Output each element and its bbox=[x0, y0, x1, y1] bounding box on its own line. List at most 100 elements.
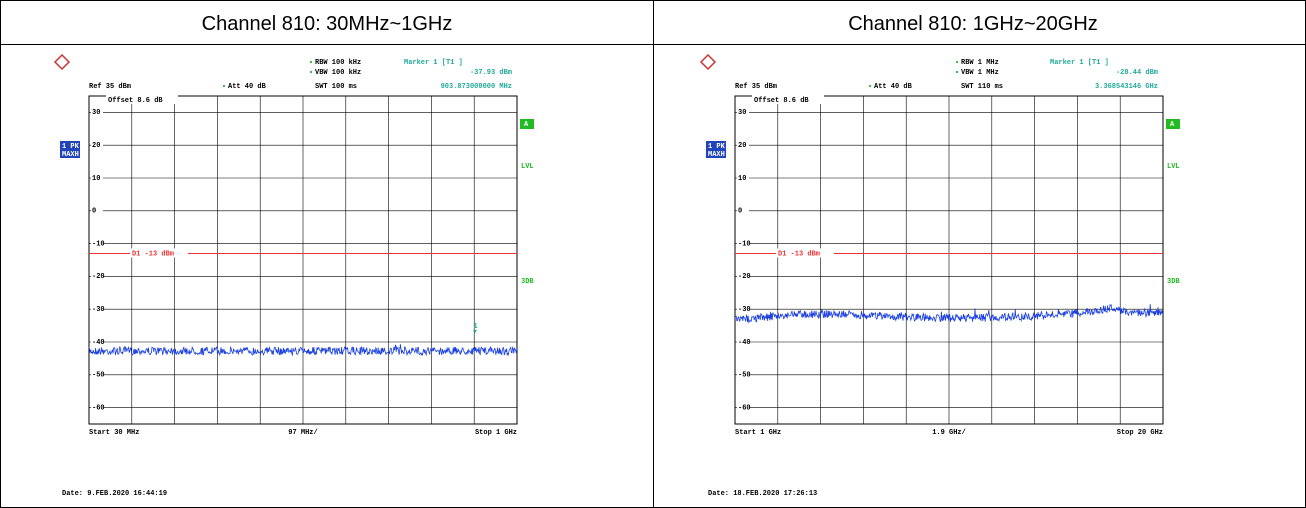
span: 97 MHz/ bbox=[288, 429, 317, 437]
attenuation: Att 40 dB bbox=[874, 83, 913, 91]
tick-bg bbox=[91, 370, 103, 379]
marker-title: Marker 1 [T1 ] bbox=[1050, 59, 1109, 67]
trace-label: 1 PK bbox=[708, 143, 726, 151]
start: Start 1 GHz bbox=[735, 429, 781, 437]
panel: Channel 810: 1GHz~20GHz Ref 35 dBm Att 40 … bbox=[699, 13, 1180, 498]
tick-bg bbox=[737, 305, 749, 314]
d1-label: D1 -13 dBm bbox=[132, 250, 174, 258]
bullet bbox=[310, 61, 312, 63]
start: Start 30 MHz bbox=[89, 429, 139, 437]
y-tick-label: -60 bbox=[92, 404, 105, 412]
tick-bg bbox=[91, 108, 103, 117]
bullet bbox=[956, 71, 958, 73]
stop: Stop 20 GHz bbox=[1117, 429, 1163, 437]
stop: Stop 1 GHz bbox=[475, 429, 517, 437]
y-tick-label: -30 bbox=[738, 306, 751, 314]
tick-bg bbox=[737, 403, 749, 412]
bullet bbox=[869, 85, 871, 87]
y-tick-label: 0 bbox=[738, 208, 742, 216]
y-tick-label: 20 bbox=[92, 142, 100, 150]
offset: Offset 8.6 dB bbox=[108, 97, 163, 105]
marker-freq: 903.873000000 MHz bbox=[441, 83, 512, 91]
trace bbox=[88, 344, 518, 357]
a-box bbox=[1166, 119, 1180, 129]
tick-bg bbox=[91, 174, 103, 182]
swt: SWT 110 ms bbox=[961, 83, 1003, 91]
trace-label: MAXH bbox=[708, 151, 725, 159]
marker-title: Marker 1 [T1 ] bbox=[404, 59, 463, 67]
tick-bg bbox=[737, 174, 749, 182]
trace-box bbox=[706, 141, 726, 158]
y-tick-label: -30 bbox=[92, 306, 105, 314]
tick-bg bbox=[91, 272, 103, 281]
offset: Offset 8.6 dB bbox=[754, 97, 809, 105]
attenuation: Att 40 dB bbox=[228, 83, 267, 91]
trace bbox=[734, 303, 1164, 324]
y-tick-label: -20 bbox=[738, 273, 751, 281]
tick-bg bbox=[91, 338, 103, 346]
panel-header: Channel 810: 30MHz~1GHz bbox=[202, 13, 453, 35]
tick-bg bbox=[737, 272, 749, 281]
y-tick-label: -10 bbox=[92, 240, 105, 248]
y-tick-label: -40 bbox=[738, 339, 751, 347]
tick-bg bbox=[91, 305, 103, 314]
swt: SWT 100 ms bbox=[315, 83, 357, 91]
tick-bg bbox=[91, 141, 103, 150]
vbw: VBW 100 kHz bbox=[315, 69, 361, 77]
side-label: A bbox=[1170, 121, 1175, 129]
tick-bg bbox=[91, 403, 103, 412]
offset-bg bbox=[752, 95, 824, 104]
tick-bg bbox=[737, 206, 749, 215]
side-label: 3DB bbox=[521, 278, 534, 286]
tick-bg bbox=[737, 108, 749, 117]
y-tick-label: 30 bbox=[738, 109, 746, 117]
y-tick-label: 0 bbox=[92, 208, 96, 216]
a-box bbox=[520, 119, 534, 129]
logo bbox=[699, 53, 717, 71]
y-tick-label: -50 bbox=[92, 372, 105, 380]
bullet bbox=[223, 85, 225, 87]
y-tick-label: -40 bbox=[92, 339, 105, 347]
marker-level: -37.93 dBm bbox=[470, 69, 512, 77]
marker-level: -28.44 dBm bbox=[1116, 69, 1158, 77]
y-tick-label: -50 bbox=[738, 372, 751, 380]
trace-label: 1 PK bbox=[62, 143, 80, 151]
ref-level: Ref 35 dBm bbox=[89, 83, 131, 91]
y-tick-label: -10 bbox=[738, 240, 751, 248]
bullet bbox=[310, 71, 312, 73]
tick-bg bbox=[737, 141, 749, 150]
y-tick-label: -60 bbox=[738, 404, 751, 412]
panel: Channel 810: 30MHz~1GHz Ref 35 dBm Att 40 … bbox=[53, 13, 534, 498]
vbw: VBW 1 MHz bbox=[961, 69, 999, 77]
side-label: LVL bbox=[521, 163, 534, 171]
logo bbox=[53, 53, 71, 71]
trace-box bbox=[60, 141, 80, 158]
tick-bg bbox=[737, 338, 749, 346]
tick-bg bbox=[91, 239, 103, 248]
y-tick-label: -20 bbox=[92, 273, 105, 281]
bullet bbox=[956, 61, 958, 63]
ref-level: Ref 35 dBm bbox=[735, 83, 777, 91]
side-label: A bbox=[524, 121, 529, 129]
trace-label: MAXH bbox=[62, 151, 79, 159]
side-label: LVL bbox=[1167, 163, 1180, 171]
d1-label: D1 -13 dBm bbox=[778, 250, 820, 258]
rbw: RBW 1 MHz bbox=[961, 59, 999, 67]
y-tick-label: 10 bbox=[92, 175, 100, 183]
span: 1.9 GHz/ bbox=[932, 429, 966, 437]
marker-num: 1 bbox=[474, 323, 478, 331]
y-tick-label: 30 bbox=[92, 109, 100, 117]
side-label: 3DB bbox=[1167, 278, 1180, 286]
tick-bg bbox=[737, 239, 749, 248]
date: Date: 9.FEB.2020 16:44:19 bbox=[62, 490, 167, 498]
d1-bg bbox=[776, 248, 834, 258]
panel-header: Channel 810: 1GHz~20GHz bbox=[848, 13, 1098, 35]
marker-freq: 3.368543146 GHz bbox=[1095, 83, 1158, 91]
y-tick-label: 10 bbox=[738, 175, 746, 183]
tick-bg bbox=[91, 206, 103, 215]
offset-bg bbox=[106, 95, 178, 104]
date: Date: 18.FEB.2020 17:26:13 bbox=[708, 490, 817, 498]
rbw: RBW 100 kHz bbox=[315, 59, 361, 67]
d1-bg bbox=[130, 248, 188, 258]
